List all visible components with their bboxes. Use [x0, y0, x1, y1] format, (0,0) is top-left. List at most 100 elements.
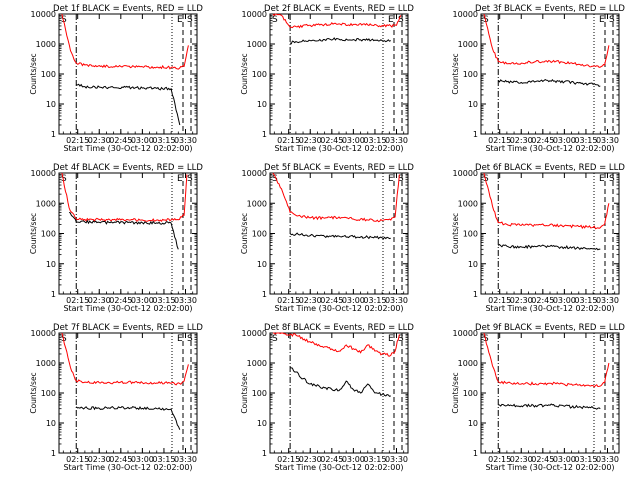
corner-mark-e: E [599, 174, 605, 184]
x-tick-label: 02:15 [488, 455, 511, 464]
x-tick-label: 03:15 [363, 136, 386, 145]
x-axis-label: Start Time (30-Oct-12 02:02:00) [485, 463, 614, 472]
y-tick-label: 1 [262, 290, 267, 299]
x-axis-label: Start Time (30-Oct-12 02:02:00) [63, 144, 192, 153]
x-tick-label: 02:30 [299, 455, 322, 464]
events-series-line [289, 37, 392, 45]
y-tick-label: 10000 [242, 10, 267, 19]
y-tick-label: 10 [46, 260, 56, 269]
corner-mark-e: E [599, 15, 605, 25]
y-axis-label: Counts/sec [240, 213, 249, 254]
x-axis-label: Start Time (30-Oct-12 02:02:00) [485, 304, 614, 313]
events-series-line [497, 243, 601, 251]
x-tick-label: 03:30 [596, 455, 619, 464]
corner-mark-e: E [388, 15, 394, 25]
y-axis-label: Counts/sec [240, 372, 249, 413]
x-tick-label: 02:30 [88, 296, 111, 305]
detector-panel-6: Det 6f BLACK = Events, RED = LLD 1 10 100 10… [451, 163, 625, 313]
axes-frame [58, 332, 198, 454]
y-tick-label: 10000 [453, 329, 478, 338]
x-tick-label: 02:15 [277, 455, 300, 464]
y-axis-label: Counts/sec [29, 372, 38, 413]
x-tick-label: 02:30 [510, 296, 533, 305]
x-tick-label: 03:30 [596, 296, 619, 305]
detector-panel-1: Det 1f BLACK = Events, RED = LLD 1 10 100 10… [29, 4, 203, 153]
axes-frame [480, 332, 620, 454]
lld-series-line [483, 172, 610, 230]
x-tick-label: 02:45 [531, 136, 554, 145]
x-tick-label: 02:30 [88, 136, 111, 145]
panel-title: Det 3f BLACK = Events, RED = LLD [475, 4, 625, 14]
x-tick-label: 03:30 [385, 296, 408, 305]
x-tick-label: 03:15 [574, 136, 597, 145]
y-tick-label: 10 [257, 100, 267, 109]
x-tick-label: 03:00 [342, 455, 365, 464]
y-tick-label: 100 [41, 230, 56, 239]
x-tick-label: 03:15 [574, 455, 597, 464]
y-tick-label: 1000 [247, 40, 267, 49]
detector-panel-9: Det 9f BLACK = Events, RED = LLD 1 10 100 10… [451, 323, 625, 472]
lld-series-line [272, 332, 400, 357]
x-tick-label: 02:30 [299, 296, 322, 305]
axes-frame [480, 172, 620, 295]
detector-panel-5: Det 5f BLACK = Events, RED = LLD 1 10 100 10… [240, 163, 414, 313]
y-tick-label: 1 [473, 130, 478, 139]
lld-series-line [272, 13, 402, 29]
x-tick-label: 03:15 [363, 455, 386, 464]
x-axis-label: Start Time (30-Oct-12 02:02:00) [274, 144, 403, 153]
y-tick-label: 10 [468, 260, 478, 269]
y-tick-label: 10000 [31, 329, 56, 338]
y-tick-label: 100 [463, 70, 478, 79]
y-tick-label: 1000 [36, 40, 56, 49]
x-tick-label: 02:15 [277, 136, 300, 145]
y-tick-label: 1000 [458, 199, 478, 208]
y-tick-label: 1000 [247, 359, 267, 368]
x-tick-label: 02:15 [66, 296, 89, 305]
detector-panel-2: Det 2f BLACK = Events, RED = LLD 1 10 100 10… [240, 4, 414, 153]
lld-series-line [272, 172, 400, 223]
x-tick-label: 02:45 [320, 455, 343, 464]
corner-mark-e: E [177, 15, 183, 25]
y-axis-label: Counts/sec [451, 53, 460, 94]
corner-mark-s-left: S [61, 15, 67, 25]
corner-mark-s-right: S [398, 15, 404, 25]
y-tick-label: 1 [51, 290, 56, 299]
x-tick-label: 03:00 [131, 296, 154, 305]
corner-mark-s-right: S [187, 334, 193, 344]
x-tick-label: 02:30 [510, 455, 533, 464]
detector-panel-3: Det 3f BLACK = Events, RED = LLD 1 10 100 10… [451, 4, 625, 153]
lld-series-line [61, 332, 189, 386]
y-tick-label: 10 [46, 100, 56, 109]
events-series-line [498, 403, 601, 410]
x-tick-label: 03:00 [553, 296, 576, 305]
corner-mark-s-right: S [398, 334, 404, 344]
x-tick-label: 03:30 [174, 455, 197, 464]
x-tick-label: 02:45 [320, 136, 343, 145]
y-tick-label: 100 [252, 70, 267, 79]
x-tick-label: 02:45 [531, 296, 554, 305]
x-tick-label: 03:15 [152, 296, 175, 305]
x-tick-label: 02:45 [531, 455, 554, 464]
corner-mark-s-left: S [483, 174, 489, 184]
y-tick-label: 10000 [31, 10, 56, 19]
x-tick-label: 03:15 [574, 296, 597, 305]
y-tick-label: 1000 [458, 40, 478, 49]
y-axis-label: Counts/sec [451, 372, 460, 413]
y-tick-label: 1000 [247, 199, 267, 208]
lld-series-line [483, 13, 610, 68]
corner-mark-s-right: S [609, 174, 615, 184]
panel-title: Det 7f BLACK = Events, RED = LLD [53, 323, 203, 333]
x-tick-label: 02:45 [109, 296, 132, 305]
y-tick-label: 10 [257, 419, 267, 428]
y-tick-label: 100 [41, 389, 56, 398]
corner-mark-s-left: S [272, 334, 278, 344]
x-tick-label: 02:30 [88, 455, 111, 464]
y-tick-label: 1 [473, 449, 478, 458]
corner-mark-e: E [177, 334, 183, 344]
panel-title: Det 6f BLACK = Events, RED = LLD [475, 163, 625, 173]
x-tick-label: 02:45 [109, 136, 132, 145]
y-tick-label: 10 [257, 260, 267, 269]
x-tick-label: 02:30 [299, 136, 322, 145]
y-tick-label: 10000 [31, 169, 56, 178]
